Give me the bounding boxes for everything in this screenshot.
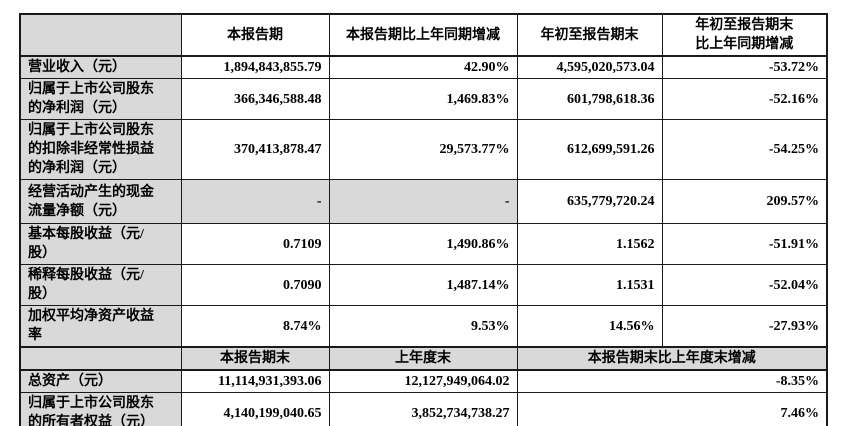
table-row-total-assets: 总资产（元） 11,114,931,393.06 12,127,949,064.… <box>19 369 828 393</box>
cell-value: -52.16% <box>661 78 828 120</box>
cell-value: 1.1531 <box>516 264 663 306</box>
table-row-net-profit-excl-nonrecurring: 归属于上市公司股东 的扣除非经常性损益 的净利润（元） 370,413,878.… <box>19 119 828 180</box>
cell-value: 1,469.83% <box>328 78 518 120</box>
col-header-ytd: 年初至报告期末 <box>516 13 663 57</box>
cell-value: 1,487.14% <box>328 264 518 306</box>
col-header-change-vs-prior-year-end: 本报告期末比上年度末增减 <box>516 346 828 371</box>
table-row-net-profit: 归属于上市公司股东 的净利润（元） 366,346,588.48 1,469.8… <box>19 78 828 120</box>
cell-value: 370,413,878.47 <box>180 119 330 180</box>
cell-value: 11,114,931,393.06 <box>180 369 330 393</box>
table-row-equity: 归属于上市公司股东 的所有者权益（元） 4,140,199,040.65 3,8… <box>19 392 828 426</box>
cell-value: 1,894,843,855.79 <box>180 55 330 79</box>
col-header-ytd-yoy-change: 年初至报告期末 比上年同期增减 <box>661 13 828 57</box>
cell-value: -54.25% <box>661 119 828 180</box>
table-row-weighted-avg-roe: 加权平均净资产收益 率 8.74% 9.53% 14.56% -27.93% <box>19 305 828 348</box>
table-row-operating-cash-flow: 经营活动产生的现金 流量净额（元） - - 635,779,720.24 209… <box>19 179 828 224</box>
cell-value: - <box>180 179 330 224</box>
col-header-period-end: 本报告期末 <box>180 346 330 371</box>
cell-value: 0.7109 <box>180 223 330 265</box>
row-label: 总资产（元） <box>19 369 182 393</box>
header-row-period-end: 本报告期末 上年度末 本报告期末比上年度末增减 <box>19 346 828 371</box>
table-row-basic-eps: 基本每股收益（元/ 股） 0.7109 1,490.86% 1.1562 -51… <box>19 223 828 265</box>
cell-value: 12,127,949,064.02 <box>328 369 518 393</box>
cell-value: 1.1562 <box>516 223 663 265</box>
cell-value: 9.53% <box>328 305 518 348</box>
cell-value: 612,699,591.26 <box>516 119 663 180</box>
row-label: 基本每股收益（元/ 股） <box>19 223 182 265</box>
table-row-diluted-eps: 稀释每股收益（元/ 股） 0.7090 1,487.14% 1.1531 -52… <box>19 264 828 306</box>
cell-value: 4,595,020,573.04 <box>516 55 663 79</box>
cell-value: 14.56% <box>516 305 663 348</box>
cell-value: 366,346,588.48 <box>180 78 330 120</box>
key-financials-table: 本报告期 本报告期比上年同期增减 年初至报告期末 年初至报告期末 比上年同期增减… <box>19 13 828 426</box>
cell-value: 42.90% <box>328 55 518 79</box>
row-label: 归属于上市公司股东 的扣除非经常性损益 的净利润（元） <box>19 119 182 180</box>
row-label: 归属于上市公司股东 的所有者权益（元） <box>19 392 182 426</box>
cell-value: -53.72% <box>661 55 828 79</box>
table-row-revenue: 营业收入（元） 1,894,843,855.79 42.90% 4,595,02… <box>19 55 828 79</box>
header-row-period: 本报告期 本报告期比上年同期增减 年初至报告期末 年初至报告期末 比上年同期增减 <box>19 13 828 57</box>
col-header-yoy-change: 本报告期比上年同期增减 <box>328 13 518 57</box>
cell-value: 601,798,618.36 <box>516 78 663 120</box>
header-corner-cell <box>19 13 182 57</box>
row-label: 营业收入（元） <box>19 55 182 79</box>
row-label: 经营活动产生的现金 流量净额（元） <box>19 179 182 224</box>
cell-value: 4,140,199,040.65 <box>180 392 330 426</box>
cell-value: -51.91% <box>661 223 828 265</box>
row-label: 稀释每股收益（元/ 股） <box>19 264 182 306</box>
header-corner-cell <box>19 346 182 371</box>
row-label: 归属于上市公司股东 的净利润（元） <box>19 78 182 120</box>
cell-value: 1,490.86% <box>328 223 518 265</box>
cell-value: -52.04% <box>661 264 828 306</box>
cell-value: 8.74% <box>180 305 330 348</box>
cell-value: 29,573.77% <box>328 119 518 180</box>
cell-value: 3,852,734,738.27 <box>328 392 518 426</box>
cell-value: 7.46% <box>516 392 828 426</box>
col-header-prior-year-end: 上年度末 <box>328 346 518 371</box>
cell-value: -27.93% <box>661 305 828 348</box>
cell-value: -8.35% <box>516 369 828 393</box>
cell-value: 635,779,720.24 <box>516 179 663 224</box>
cell-value: 209.57% <box>661 179 828 224</box>
col-header-current-period: 本报告期 <box>180 13 330 57</box>
cell-value: - <box>328 179 518 224</box>
row-label: 加权平均净资产收益 率 <box>19 305 182 348</box>
cell-value: 0.7090 <box>180 264 330 306</box>
